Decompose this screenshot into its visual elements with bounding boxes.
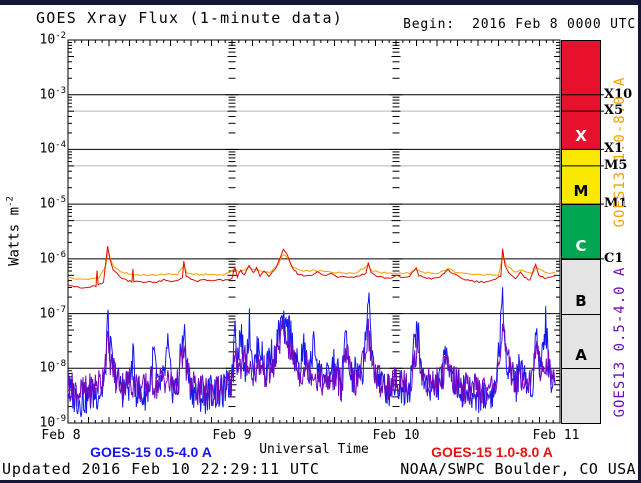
updated-timestamp: Updated 2016 Feb 10 22:29:11 UTC (2, 460, 320, 478)
y-tick-label-1e-3: 10-3 (39, 85, 67, 103)
band-letter-C: C (575, 236, 587, 255)
flare-class-band-M (561, 149, 601, 206)
series-goes-15-0-5-4-0-a (68, 287, 556, 418)
series-goes13-0-5-4-0-a (68, 318, 556, 407)
legend-goes15-short-channel: GOES-15 0.5-4.0 A (90, 444, 212, 460)
threshold-label-X1: X1 (604, 141, 624, 157)
plot-frame (67, 39, 561, 424)
flare-class-band-B (561, 258, 601, 315)
begin-time-label: Begin: 2016 Feb 8 0000 UTC (403, 17, 636, 32)
y-tick-label-1e-7: 10-7 (39, 304, 67, 321)
band-letter-A: A (575, 346, 587, 365)
band-letter-M: M (573, 182, 589, 201)
threshold-label-M1: M1 (604, 196, 628, 212)
y-tick-label-1e-4: 10-4 (39, 140, 67, 157)
flare-class-band-bottom (561, 368, 601, 424)
x-tick-label-feb-10: Feb 10 (372, 428, 420, 443)
threshold-label-C1: C1 (604, 250, 624, 266)
y-tick-label-1e-5: 10-5 (39, 195, 67, 212)
band-letter-X: X (575, 127, 587, 146)
y-axis-title-exponent: -2 (5, 196, 16, 207)
right-vertical-label-goes13-short: GOES13 0.5-4.0 A (612, 266, 628, 418)
y-tick-label-1e-2: 10-2 (39, 31, 67, 48)
bottom-border (0, 480, 641, 483)
band-letter-B: B (575, 291, 587, 310)
right-vertical-label-goes13-long: GOES13 1.0-8.0 A (612, 76, 628, 228)
flare-class-band-A (561, 313, 601, 370)
right-border (638, 0, 641, 483)
threshold-label-X10: X10 (604, 86, 633, 102)
series-goes-15-1-0-8-0-a (68, 246, 556, 289)
y-tick-label-1e-8: 10-8 (39, 359, 67, 376)
threshold-label-M5: M5 (604, 157, 628, 173)
x-tick-label-feb-8: Feb 8 (41, 428, 81, 443)
y-tick-label-1e-6: 10-6 (39, 249, 67, 267)
threshold-label-X5: X5 (604, 103, 624, 119)
x-axis-title: Universal Time (259, 442, 369, 457)
x-tick-label-feb-11: Feb 11 (532, 428, 580, 443)
x-tick-label-feb-9: Feb 9 (212, 428, 252, 443)
series-goes13-1-0-8-0-a (68, 250, 556, 281)
top-border (0, 0, 641, 5)
page-title: GOES Xray Flux (1-minute data) (36, 9, 343, 27)
legend-goes15-long-channel: GOES-15 1.0-8.0 A (431, 444, 553, 460)
noaa-swpc-credit: NOAA/SWPC Boulder, CO USA (400, 460, 636, 478)
y-tick-label-1e-9: 10-9 (39, 414, 67, 431)
